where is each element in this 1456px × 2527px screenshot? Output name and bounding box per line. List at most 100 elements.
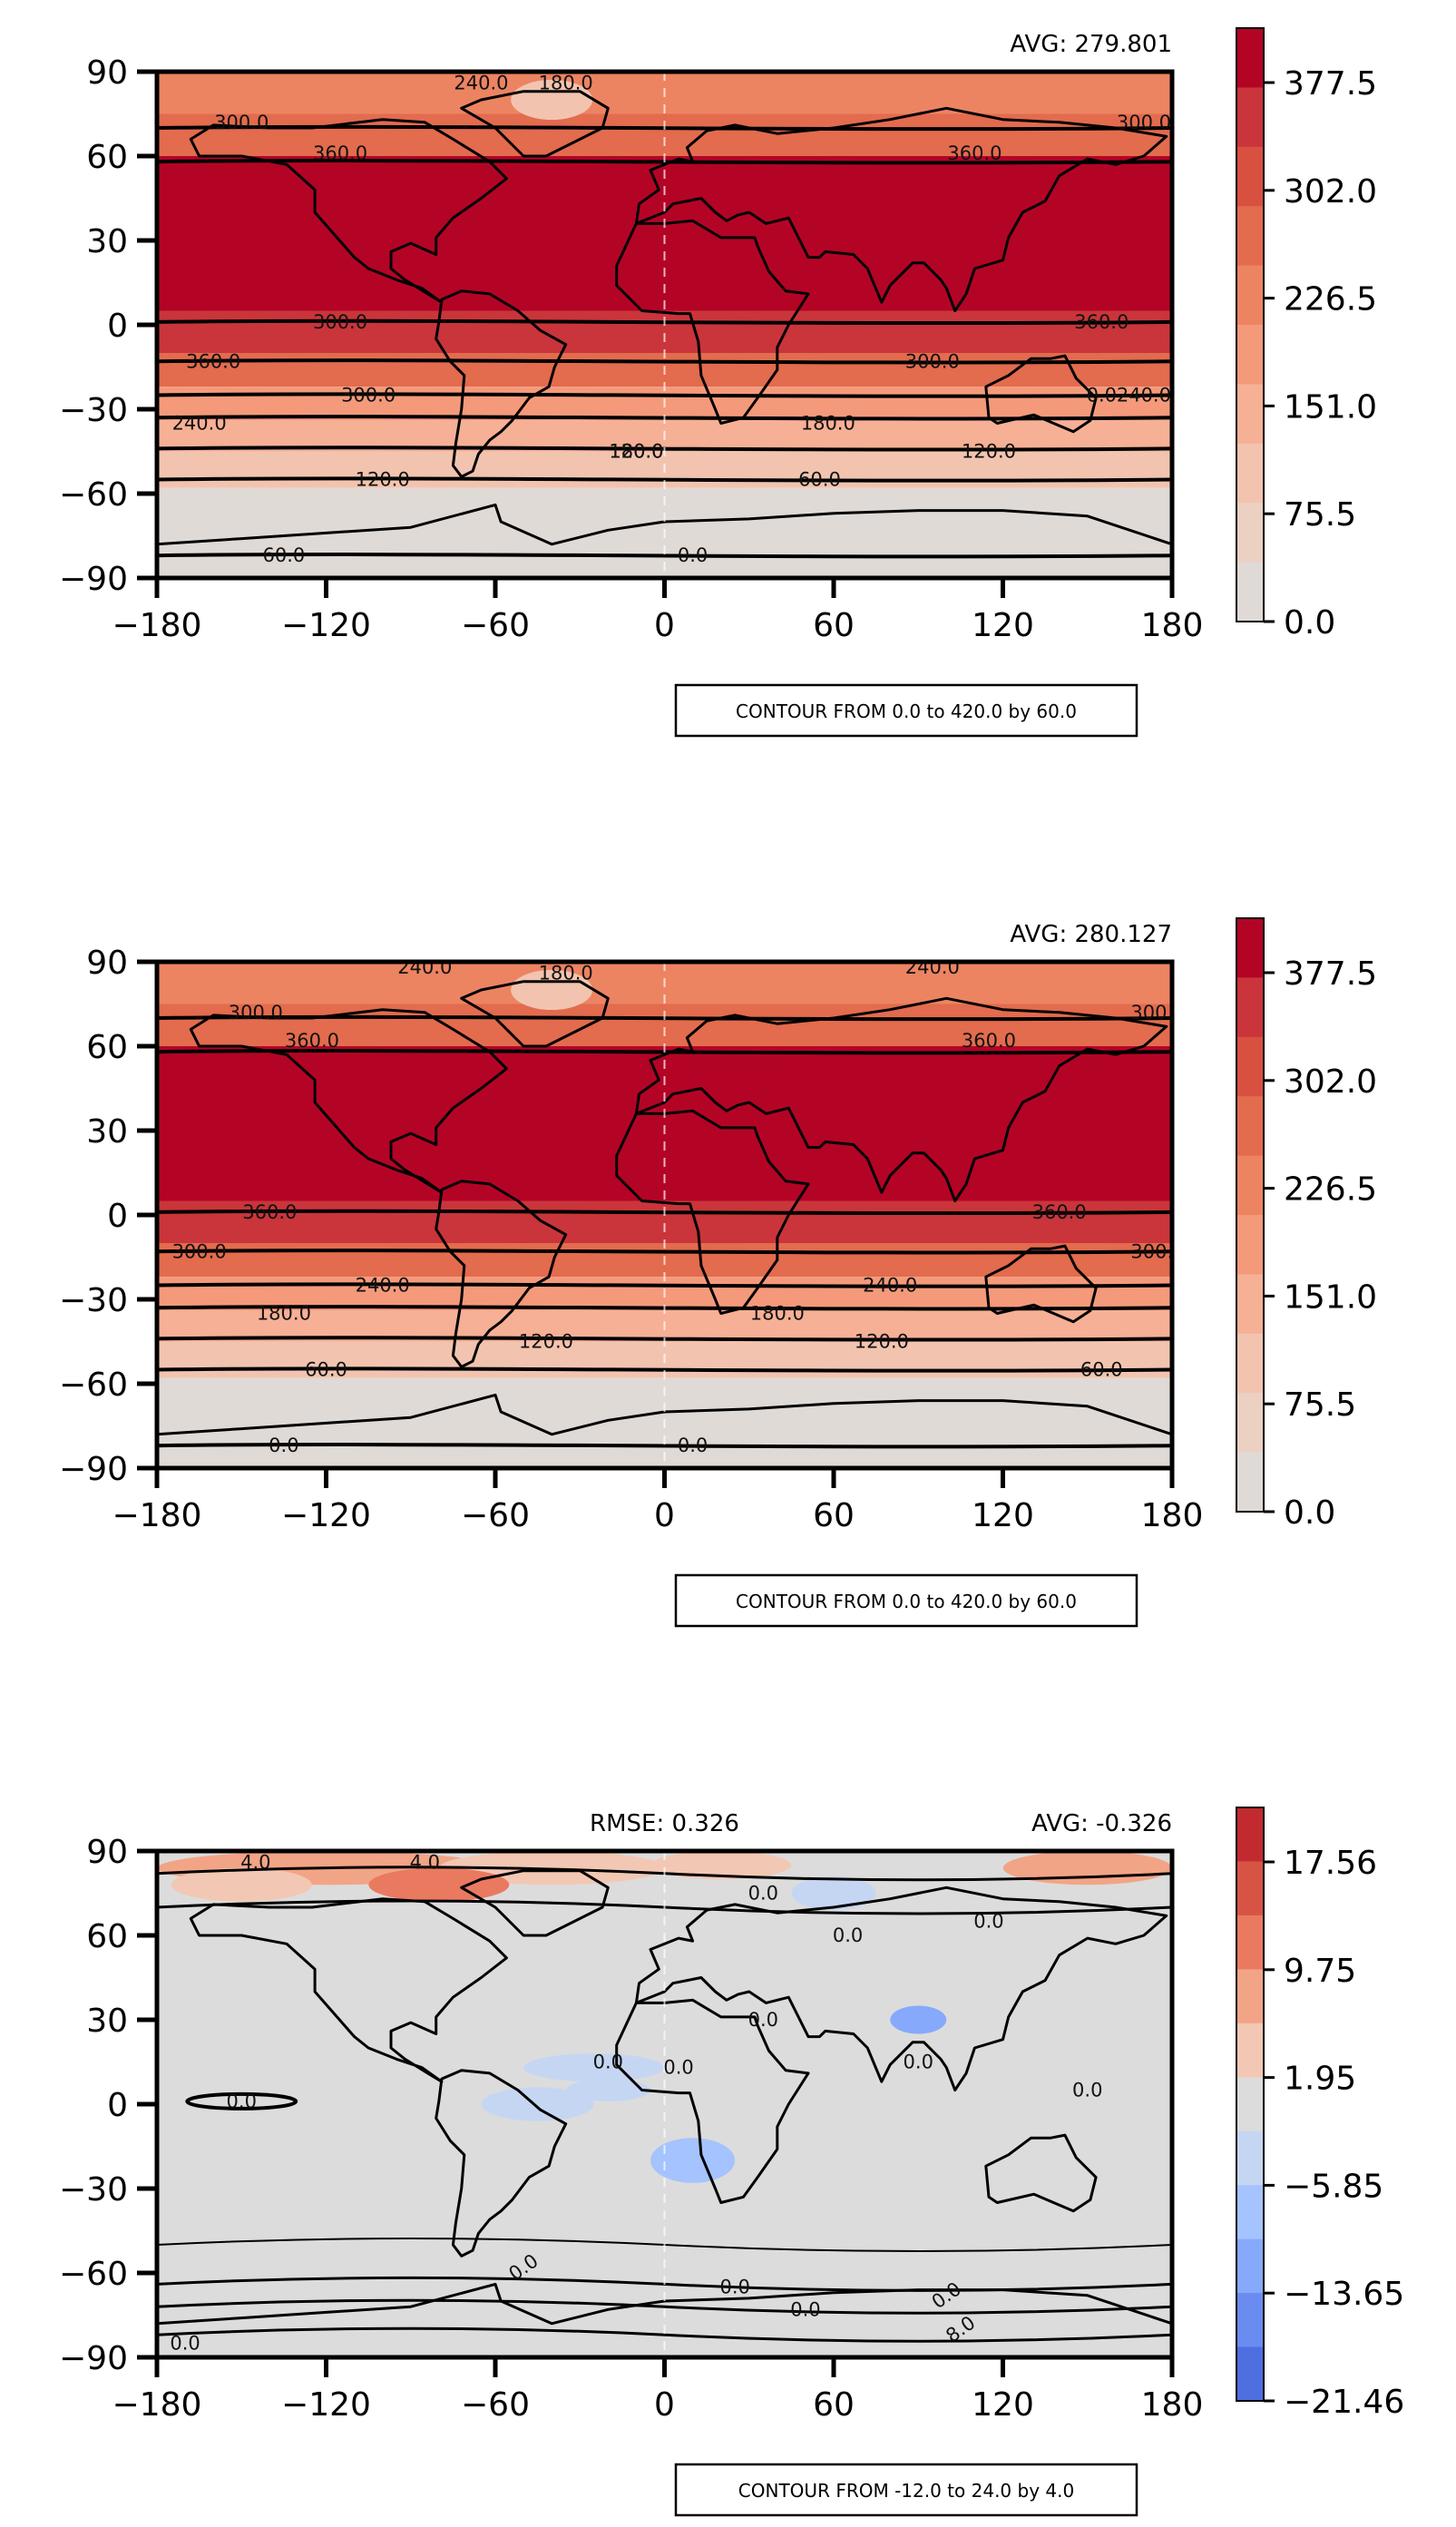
contour-label: 60.0 xyxy=(262,544,305,566)
coastline xyxy=(435,2069,568,2258)
map-panel-3: 4.0 4.0 0.0 0.0 0.0 0.0 0.0 0.0 0.0 0.0 0.0 0.0 0.0 0… xyxy=(59,1807,1404,2517)
coastline xyxy=(157,2282,1172,2357)
y-tick-label: −30 xyxy=(59,2171,128,2209)
x-tick-label: −60 xyxy=(461,2386,530,2424)
colorbar-frame xyxy=(1236,1807,1265,2402)
x-tick-label: 120 xyxy=(972,607,1034,644)
y-tick-label: −30 xyxy=(59,392,128,429)
contour-label: 300.0 xyxy=(905,350,960,372)
contour-label: 300.0 xyxy=(1117,112,1171,133)
coastline xyxy=(460,980,610,1048)
colorbar-tick-label: 0.0 xyxy=(1284,1494,1335,1532)
x-tick-label: 180 xyxy=(1141,2386,1204,2424)
colorbar-segment xyxy=(1236,1096,1264,1157)
y-tick-label: 60 xyxy=(86,1918,128,1955)
coastline xyxy=(984,354,1098,434)
coastline xyxy=(634,1885,1168,2091)
x-tick-label: 120 xyxy=(972,2386,1034,2424)
coastline xyxy=(634,996,1168,1202)
colorbar-segment xyxy=(1236,2238,1264,2294)
x-tick-label: 180 xyxy=(1141,607,1204,644)
contour-label: 120.0 xyxy=(519,1331,573,1353)
contour-line xyxy=(157,446,1172,452)
contour-line xyxy=(157,1282,1172,1288)
colorbar-tick-label: 75.5 xyxy=(1284,496,1356,534)
contour-note-box xyxy=(674,1573,1138,1628)
contour-line xyxy=(157,2326,1172,2343)
x-tick-label: −180 xyxy=(112,607,202,644)
contour-label: 0.0 xyxy=(678,544,708,566)
colorbar-segment xyxy=(1236,918,1264,978)
x-tick-label: 60 xyxy=(813,2386,855,2424)
contour-label: 240.0 xyxy=(356,1275,410,1297)
x-tick-label: −180 xyxy=(112,1497,202,1534)
y-tick-label: −90 xyxy=(59,2340,128,2377)
colorbar-segment xyxy=(1236,2077,1264,2132)
contour-label: 0.0 xyxy=(170,2333,200,2355)
shading-patch xyxy=(511,80,593,120)
colorbar-tick-label: 302.0 xyxy=(1284,1063,1377,1101)
contour-line xyxy=(157,476,1172,483)
colorbar-segment xyxy=(1236,1333,1264,1394)
contour-note-box xyxy=(674,2463,1138,2517)
y-tick-label: 0 xyxy=(107,1198,128,1235)
contour-label: 180.0 xyxy=(609,441,663,463)
contour-label: 0.0 xyxy=(1072,2080,1102,2101)
contour-label: 300.0 xyxy=(214,112,269,133)
colorbar-segment xyxy=(1236,1969,1264,2024)
contour-line xyxy=(157,358,1172,365)
contour-label: 0.0 xyxy=(678,1435,708,1456)
coastline xyxy=(460,1869,610,1937)
colorbar-frame xyxy=(1236,27,1265,622)
colorbar-segment xyxy=(1236,1155,1264,1216)
contour-label: 0.0 xyxy=(593,2052,623,2073)
contour-line xyxy=(157,1209,1172,1216)
colorbar-tick-label: 9.75 xyxy=(1284,1953,1356,1990)
contour-line xyxy=(157,318,1172,326)
contour-label: 240.0 xyxy=(454,72,508,93)
contour-label: 120.0 xyxy=(609,441,663,463)
contour-label: 360.0 xyxy=(186,350,240,372)
colorbar-tick-label: 302.0 xyxy=(1284,173,1377,211)
colorbar-tick-label: 226.5 xyxy=(1284,1171,1377,1209)
y-tick-label: −30 xyxy=(59,1282,128,1319)
contour-label: 360.0 xyxy=(947,142,1002,164)
shading-patch xyxy=(890,2005,947,2034)
colorbar-tick-label: 226.5 xyxy=(1284,281,1377,318)
contour-line xyxy=(157,415,1172,421)
coastline xyxy=(435,1180,568,1368)
colorbar-segment xyxy=(1236,325,1264,385)
contour-label: 180.0 xyxy=(750,1303,805,1325)
contour-label: 360.0 xyxy=(242,1201,297,1223)
contour-label: 180.0 xyxy=(257,1303,311,1325)
x-tick-label: −60 xyxy=(461,607,530,644)
colorbar-segment xyxy=(1236,1452,1264,1513)
colorbar-segment xyxy=(1236,977,1264,1038)
shading-patch xyxy=(481,2087,594,2121)
contour-label: 180.0 xyxy=(801,413,855,435)
colorbar-segment xyxy=(1236,1807,1264,1862)
contour-label: 300.0 xyxy=(341,385,396,406)
colorbar-segment xyxy=(1236,206,1264,267)
contour-note: CONTOUR FROM -12.0 to 24.0 by 4.0 xyxy=(738,2480,1074,2502)
contour-label: 240.0 xyxy=(905,956,960,978)
colorbar-segment xyxy=(1236,1861,1264,1916)
colorbar-segment xyxy=(1236,2185,1264,2240)
x-tick-label: 60 xyxy=(813,607,855,644)
contour-label: 240.0 xyxy=(1117,385,1171,406)
y-tick-label: −60 xyxy=(59,1366,128,1404)
y-tick-label: −60 xyxy=(59,476,128,514)
contour-label: 60.0 xyxy=(798,469,841,491)
avg-label: AVG: 280.127 xyxy=(1010,921,1172,948)
shading-patch xyxy=(523,2053,665,2082)
contour-label: 0.0 xyxy=(663,2057,693,2079)
coastline xyxy=(615,1998,810,2204)
y-tick-label: 60 xyxy=(86,1029,128,1066)
coastline xyxy=(615,219,810,425)
colorbar-segment xyxy=(1236,265,1264,326)
coastline xyxy=(984,1244,1098,1324)
shading-patch xyxy=(565,2079,650,2101)
avg-label: AVG: 279.801 xyxy=(1010,31,1172,58)
contour-label: 0.0 xyxy=(790,2298,820,2320)
